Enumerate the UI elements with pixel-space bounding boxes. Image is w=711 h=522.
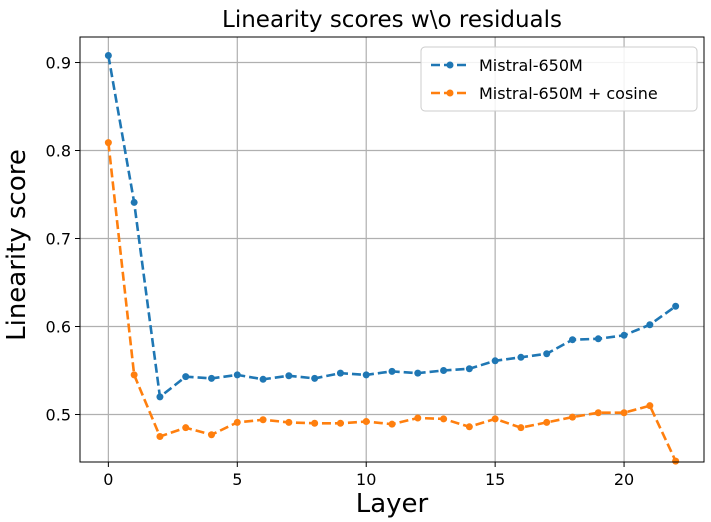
data-point (646, 321, 654, 329)
data-point (440, 415, 448, 423)
y-axis: 0.5 0.6 0.7 0.8 0.9 (46, 54, 80, 424)
data-point (672, 302, 680, 310)
x-tick-label: 15 (485, 470, 505, 489)
data-point (388, 420, 396, 428)
chart-title: Linearity scores w\o residuals (222, 7, 562, 33)
y-tick-label: 0.7 (46, 230, 71, 249)
data-point (465, 423, 473, 431)
data-point (130, 371, 138, 379)
data-point (414, 369, 422, 377)
data-point (543, 350, 551, 358)
data-point (568, 413, 576, 421)
series-layer (104, 51, 680, 465)
data-point (388, 367, 396, 375)
data-point (259, 416, 267, 424)
data-point (543, 418, 551, 426)
data-point (672, 457, 680, 465)
data-point (259, 375, 267, 383)
data-point (594, 335, 602, 343)
data-point (311, 374, 319, 382)
y-axis-label: Linearity score (2, 149, 32, 341)
data-point (465, 365, 473, 373)
legend: Mistral-650M Mistral-650M + cosine (420, 46, 698, 112)
data-point (130, 198, 138, 206)
y-tick-label: 0.9 (46, 54, 71, 73)
data-point (156, 432, 164, 440)
y-tick-label: 0.8 (46, 142, 71, 161)
data-point (233, 371, 241, 379)
x-tick-label: 0 (103, 470, 113, 489)
y-tick-label: 0.6 (46, 317, 71, 336)
x-tick-label: 10 (356, 470, 376, 489)
data-point (182, 373, 190, 381)
series-2 (104, 139, 680, 465)
data-point (491, 415, 499, 423)
x-axis: 0 5 10 15 20 (103, 462, 634, 489)
legend-marker (446, 89, 454, 97)
data-point (620, 409, 628, 417)
data-point (285, 418, 293, 426)
legend-box (420, 46, 698, 112)
data-point (208, 431, 216, 439)
series-1 (104, 51, 680, 401)
data-point (311, 419, 319, 427)
data-point (440, 366, 448, 374)
y-tick-label: 0.5 (46, 405, 71, 424)
data-point (414, 414, 422, 422)
data-point (646, 402, 654, 410)
data-point (182, 424, 190, 432)
data-point (336, 419, 344, 427)
plot-frame (79, 36, 705, 463)
x-tick-label: 20 (614, 470, 634, 489)
legend-marker (446, 61, 454, 69)
data-point (233, 418, 241, 426)
x-tick-label: 5 (232, 470, 242, 489)
legend-label: Mistral-650M + cosine (479, 84, 658, 103)
data-point (208, 374, 216, 382)
data-point (517, 353, 525, 361)
data-point (568, 336, 576, 344)
data-point (336, 369, 344, 377)
data-point (517, 424, 525, 432)
data-point (491, 357, 499, 365)
data-point (362, 418, 370, 426)
data-point (285, 372, 293, 380)
data-point (620, 331, 628, 339)
data-point (104, 51, 112, 59)
data-point (156, 393, 164, 401)
data-point (104, 139, 112, 147)
legend-label: Mistral-650M (479, 56, 583, 75)
data-point (362, 371, 370, 379)
x-axis-label: Layer (356, 489, 429, 519)
data-point (594, 409, 602, 417)
